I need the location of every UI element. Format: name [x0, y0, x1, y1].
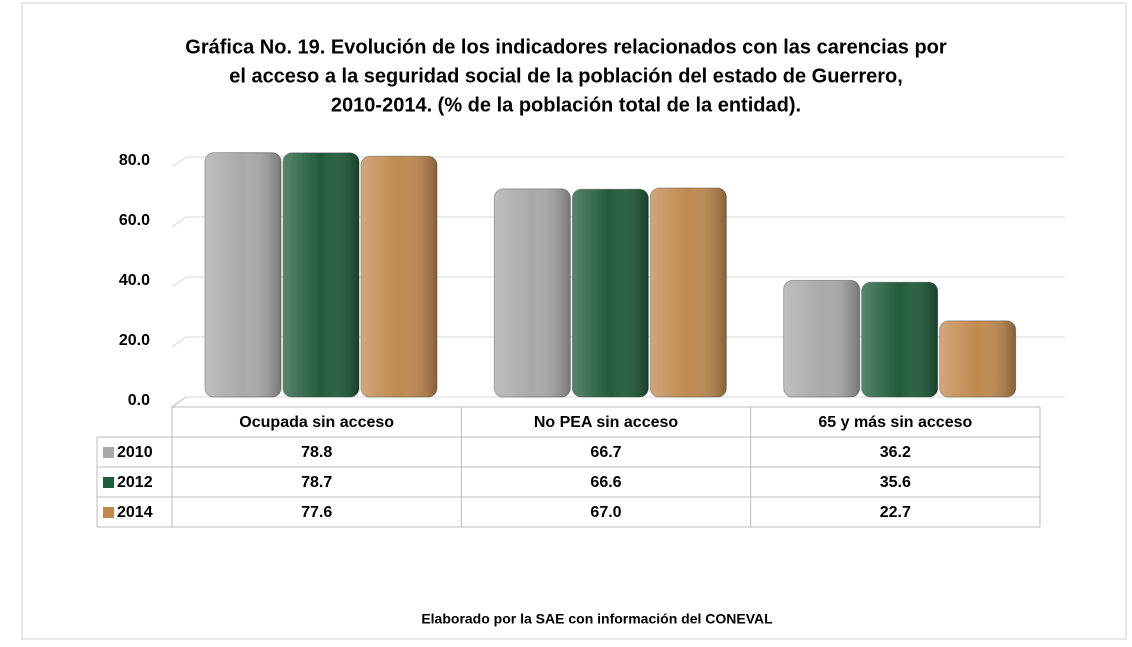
table-value: 78.7: [301, 474, 332, 491]
chart-title: 2010-2014. (% de la población total de l…: [331, 94, 801, 116]
grid-line: [171, 216, 1065, 228]
frame: [21, 2, 1127, 640]
chart-title: el acceso a la seguridad social de la po…: [229, 65, 903, 87]
legend-label: 2012: [117, 474, 153, 491]
x-tick-label: 65 y más sin acceso: [818, 414, 972, 431]
bar-shade: [283, 152, 359, 397]
table-value: 66.6: [590, 474, 621, 491]
table-value: 36.2: [880, 444, 911, 461]
legend-swatch: [103, 477, 114, 488]
source-note: Elaborado por la SAE con información del…: [421, 611, 773, 627]
y-tick-label: 20.0: [119, 332, 150, 349]
axis-line: [171, 396, 187, 408]
legend-swatch: [103, 507, 114, 518]
bar-shade: [650, 188, 727, 397]
bar-shade: [783, 280, 860, 397]
bar-shade: [572, 189, 649, 397]
table-value: 35.6: [880, 474, 911, 491]
bar-shade: [205, 152, 281, 397]
legend-label: 2014: [117, 504, 153, 521]
y-tick-label: 60.0: [119, 212, 150, 229]
grid-line: [171, 276, 1065, 288]
y-tick-label: 80.0: [119, 152, 150, 169]
grid-line: [171, 396, 1065, 408]
y-tick-label: 0.0: [128, 392, 150, 409]
grid-line: [171, 156, 1065, 168]
legend-label: 2010: [117, 444, 153, 461]
table-value: 67.0: [590, 504, 621, 521]
x-tick-label: Ocupada sin acceso: [239, 414, 394, 431]
bar-shade: [939, 320, 1016, 397]
table-value: 77.6: [301, 504, 332, 521]
y-tick-label: 40.0: [119, 272, 150, 289]
table-value: 66.7: [590, 444, 621, 461]
bar-shade: [861, 282, 938, 397]
chart-title: Gráfica No. 19. Evolución de los indicad…: [185, 36, 947, 58]
bar-shade: [494, 188, 571, 397]
table-value: 78.8: [301, 444, 332, 461]
bar-shade: [361, 156, 437, 397]
x-tick-label: No PEA sin acceso: [534, 414, 679, 431]
table-value: 22.7: [880, 504, 911, 521]
grid-line: [171, 336, 1065, 348]
legend-swatch: [103, 447, 114, 458]
